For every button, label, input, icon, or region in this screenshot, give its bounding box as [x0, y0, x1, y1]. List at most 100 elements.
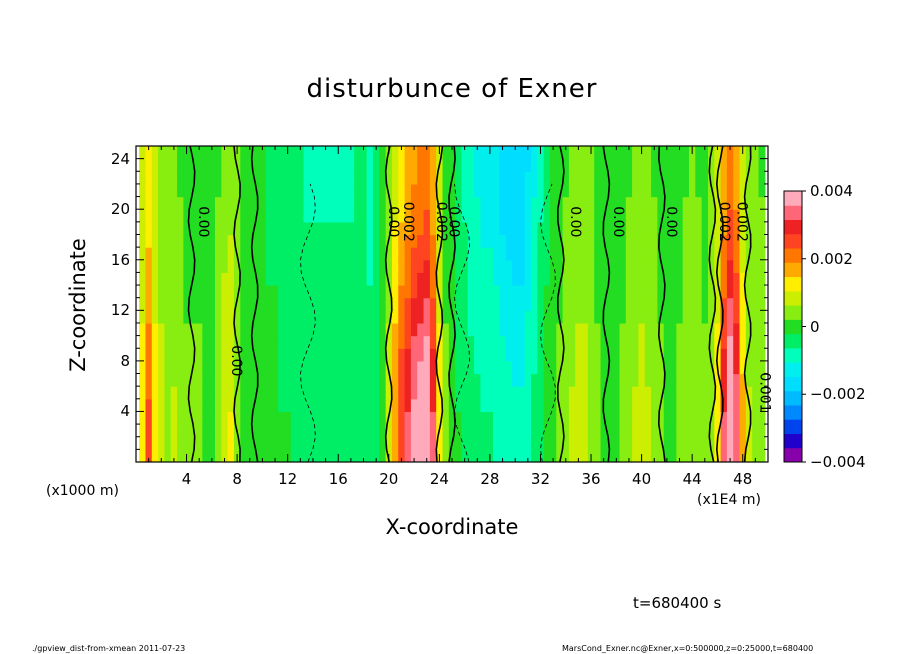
- heatmap-cell: [543, 209, 551, 223]
- heatmap-cell: [493, 322, 500, 337]
- heatmap-cell: [391, 209, 399, 223]
- heatmap-cell: [531, 221, 538, 236]
- heatmap-cell: [341, 285, 349, 299]
- heatmap-cell: [284, 221, 292, 236]
- heatmap-cell: [543, 436, 551, 450]
- heatmap-cell: [202, 411, 210, 425]
- heatmap-cell: [568, 398, 576, 413]
- heatmap-cell: [417, 322, 425, 337]
- heatmap-cell: [360, 259, 368, 273]
- heatmap-cell: [145, 335, 153, 349]
- heatmap-cell: [354, 297, 361, 311]
- heatmap-cell: [139, 373, 147, 387]
- heatmap-cell: [309, 158, 317, 172]
- heatmap-cell: [227, 348, 235, 362]
- heatmap-cell: [417, 335, 425, 349]
- heatmap-cell: [265, 171, 273, 185]
- heatmap-cell: [638, 411, 646, 425]
- heatmap-cell: [670, 449, 677, 462]
- heatmap-cell: [366, 272, 374, 286]
- heatmap-cell: [455, 259, 463, 273]
- heatmap-cell: [278, 398, 286, 413]
- heatmap-cell: [480, 209, 488, 223]
- heatmap-cell: [259, 373, 267, 387]
- heatmap-cell: [455, 146, 463, 160]
- heatmap-cell: [695, 221, 703, 236]
- heatmap-cell: [733, 449, 741, 462]
- heatmap-cell: [391, 411, 399, 425]
- heatmap-cell: [467, 158, 475, 172]
- heatmap-cell: [594, 348, 602, 362]
- heatmap-cell: [594, 158, 602, 172]
- heatmap-cell: [549, 247, 557, 261]
- heatmap-cell: [493, 360, 500, 375]
- heatmap-cell: [265, 335, 273, 349]
- heatmap-cell: [625, 436, 633, 450]
- heatmap-cell: [347, 322, 355, 337]
- heatmap-cell: [202, 335, 210, 349]
- heatmap-cell: [632, 234, 640, 248]
- heatmap-cell: [531, 297, 538, 311]
- heatmap-cell: [758, 398, 766, 413]
- heatmap-cell: [739, 424, 747, 438]
- heatmap-cell: [695, 171, 703, 185]
- heatmap-cell: [151, 234, 159, 248]
- heatmap-cell: [505, 221, 513, 236]
- heatmap-cell: [587, 285, 595, 299]
- heatmap-cell: [600, 272, 608, 286]
- heatmap-cell: [739, 196, 747, 210]
- heatmap-cell: [752, 196, 760, 210]
- heatmap-cell: [354, 411, 361, 425]
- heatmap-cell: [265, 196, 273, 210]
- heatmap-cell: [196, 221, 203, 236]
- heatmap-cell: [410, 158, 418, 172]
- heatmap-cell: [208, 209, 216, 223]
- heatmap-cell: [246, 436, 254, 450]
- heatmap-cell: [676, 386, 684, 400]
- heatmap-cell: [284, 310, 292, 324]
- heatmap-cell: [240, 348, 248, 362]
- heatmap-cell: [486, 398, 494, 413]
- heatmap-cell: [676, 209, 684, 223]
- heatmap-cell: [227, 234, 235, 248]
- heatmap-cell: [259, 158, 267, 172]
- x-tick-label: 12: [278, 470, 298, 488]
- heatmap-cell: [379, 221, 387, 236]
- heatmap-cell: [145, 247, 153, 261]
- heatmap-cell: [613, 335, 621, 349]
- heatmap-cell: [455, 411, 463, 425]
- heatmap-cell: [196, 234, 203, 248]
- heatmap-cell: [233, 259, 241, 273]
- heatmap-cell: [714, 386, 722, 400]
- heatmap-cell: [581, 196, 589, 210]
- heatmap-cell: [284, 398, 292, 413]
- heatmap-cell: [663, 360, 671, 375]
- heatmap-cell: [221, 272, 229, 286]
- heatmap-cell: [290, 424, 298, 438]
- contour-label: 0.001: [756, 372, 772, 412]
- heatmap-cell: [158, 209, 166, 223]
- heatmap-cell: [651, 247, 658, 261]
- heatmap-cell: [429, 285, 437, 299]
- heatmap-cell: [480, 272, 488, 286]
- heatmap-cell: [410, 183, 418, 198]
- heatmap-cell: [297, 247, 305, 261]
- heatmap-cell: [151, 285, 159, 299]
- heatmap-cell: [417, 424, 425, 438]
- heatmap-cell: [632, 183, 640, 198]
- heatmap-cell: [745, 272, 753, 286]
- heatmap-cell: [316, 398, 324, 413]
- heatmap-cell: [657, 158, 665, 172]
- heatmap-cell: [189, 171, 197, 185]
- heatmap-cell: [613, 146, 621, 160]
- heatmap-cell: [429, 171, 437, 185]
- heatmap-cell: [410, 171, 418, 185]
- heatmap-cell: [246, 196, 254, 210]
- heatmap-cell: [613, 196, 621, 210]
- heatmap-cell: [613, 373, 621, 387]
- heatmap-cell: [322, 297, 330, 311]
- heatmap-cell: [448, 209, 456, 223]
- heatmap-cell: [442, 322, 450, 337]
- heatmap-cell: [518, 171, 526, 185]
- heatmap-cell: [423, 335, 431, 349]
